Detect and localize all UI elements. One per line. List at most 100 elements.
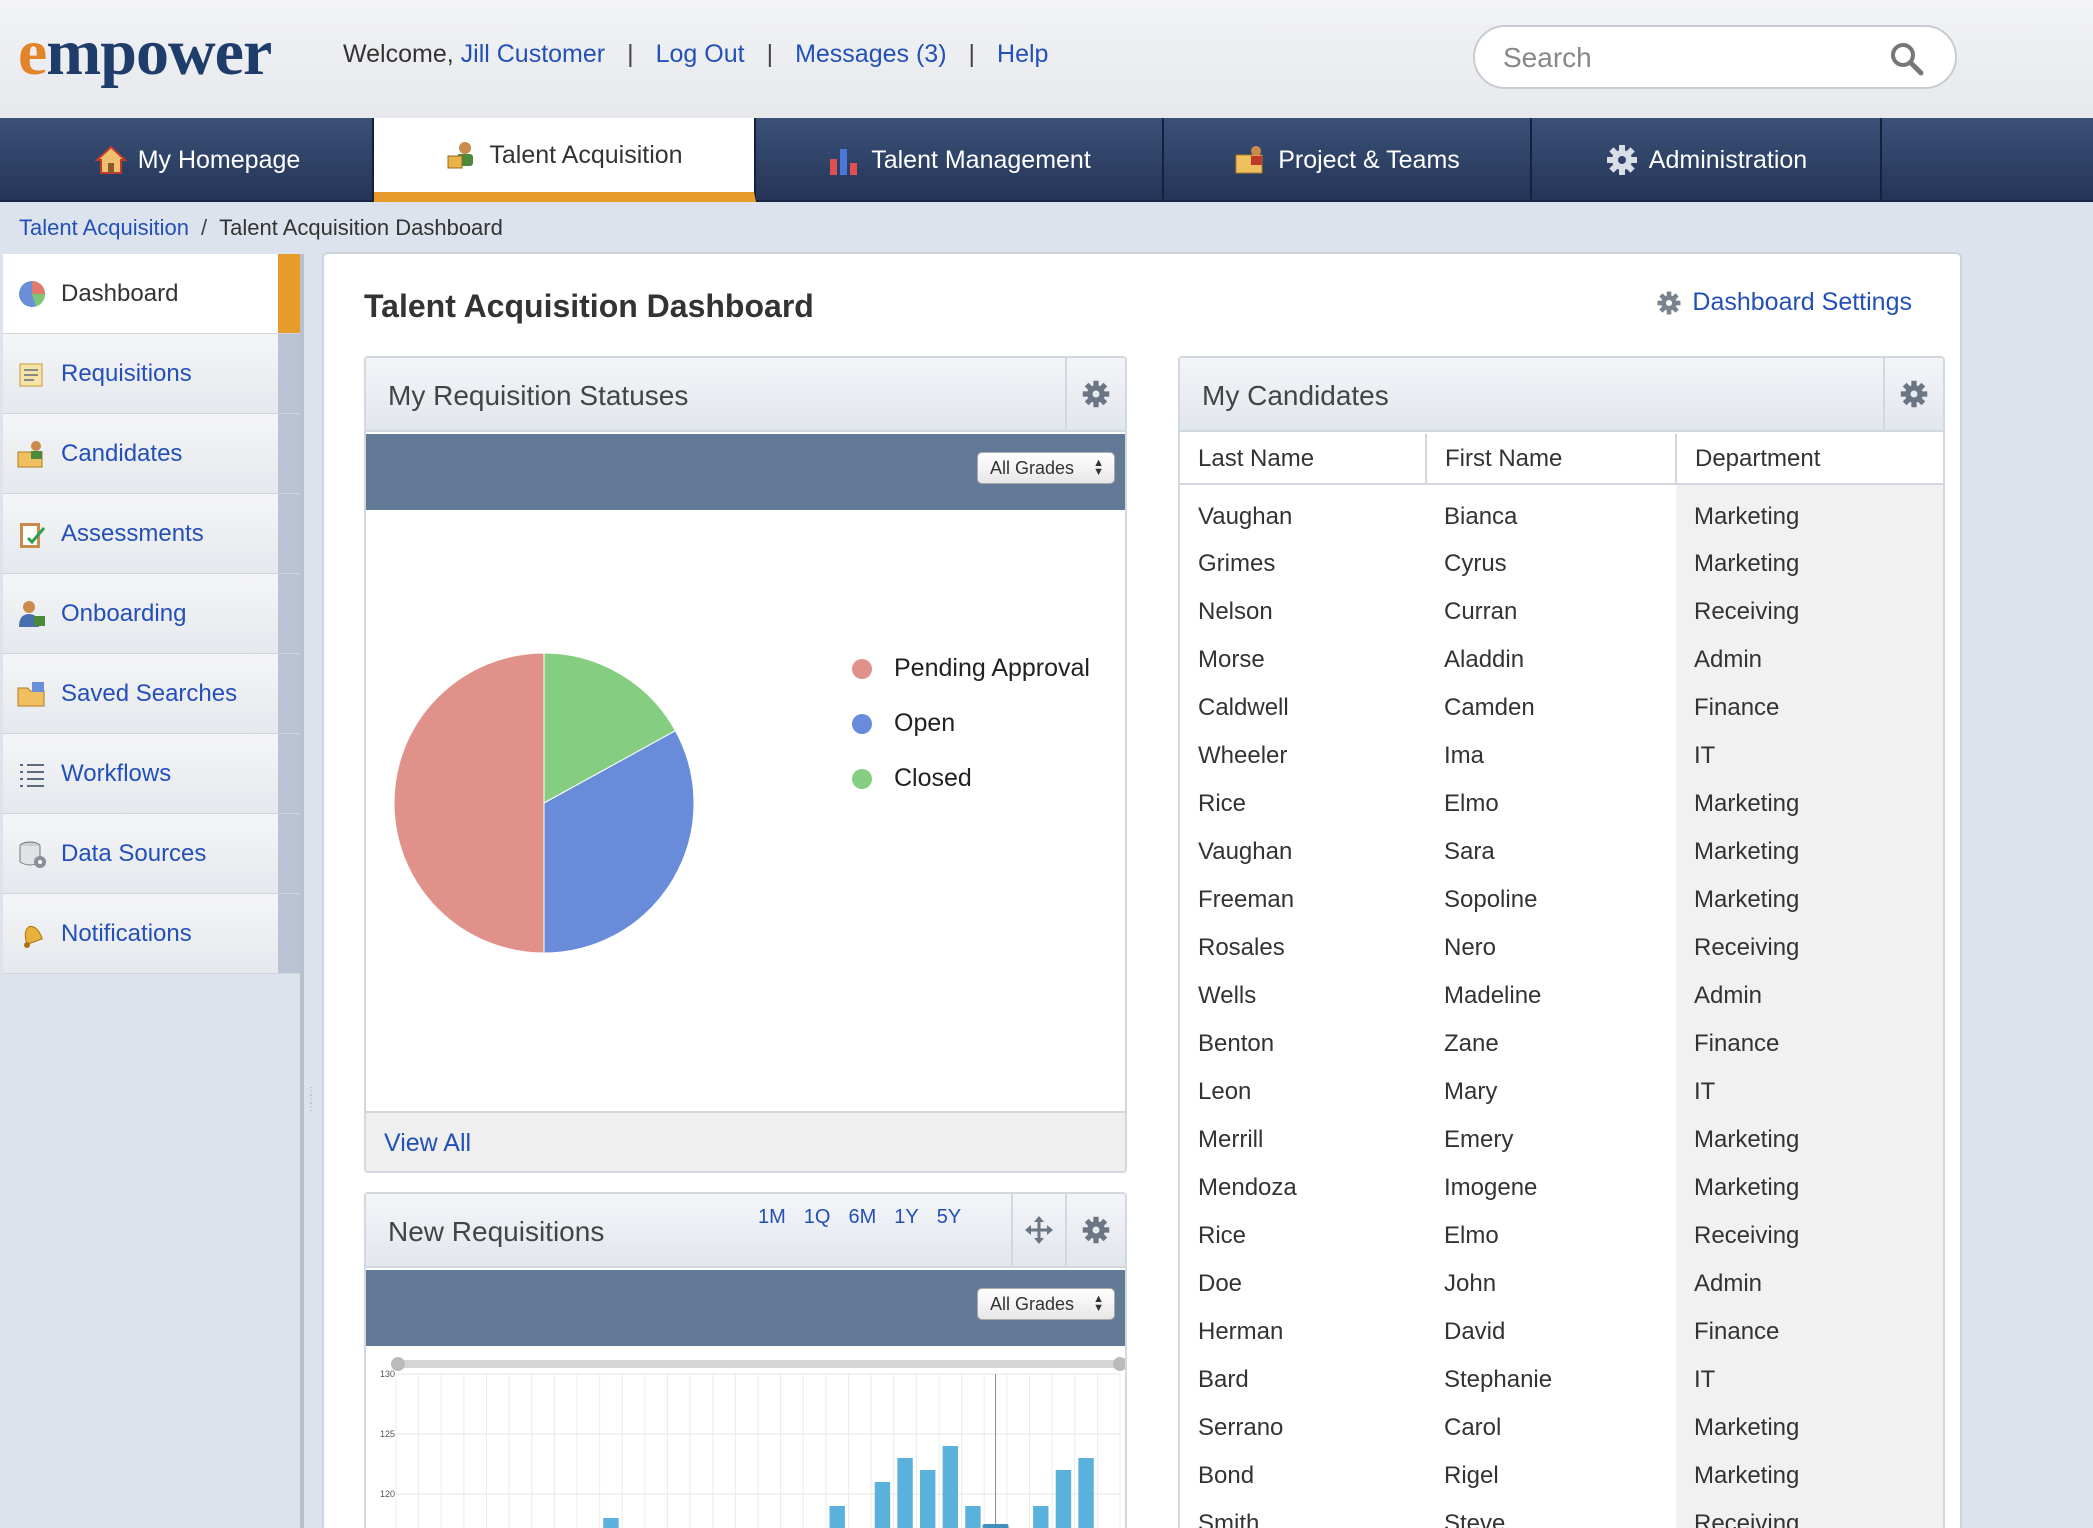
pie-slice-pending-approval[interactable] xyxy=(393,652,545,954)
bar[interactable] xyxy=(603,1518,619,1528)
select-arrows-icon: ▲ ▼ xyxy=(1093,457,1104,478)
cell-first-name: Sara xyxy=(1444,838,1495,865)
bell-icon xyxy=(24,925,43,948)
pie-chart-icon xyxy=(19,281,46,307)
sidebar-item-requisitions[interactable]: Requisitions xyxy=(3,334,300,414)
column-header-department[interactable]: Department xyxy=(1676,434,1943,485)
search-icon[interactable] xyxy=(1889,41,1925,77)
move-icon xyxy=(1025,1216,1053,1244)
folder-search-icon xyxy=(17,682,45,707)
range-handle-left[interactable] xyxy=(391,1357,405,1371)
table-row[interactable]: Leon Mary IT xyxy=(1180,1068,1943,1116)
table-row[interactable]: Serrano Carol Marketing xyxy=(1180,1404,1943,1452)
table-row[interactable]: Morse Aladdin Admin xyxy=(1180,636,1943,684)
tab-my-homepage[interactable]: My Homepage xyxy=(22,118,374,202)
bar[interactable] xyxy=(1055,1470,1072,1528)
top-header: empower Welcome, Jill Customer | Log Out… xyxy=(0,0,2093,118)
pie-slice-closed[interactable] xyxy=(543,652,677,804)
column-header-first-name[interactable]: First Name xyxy=(1426,434,1677,485)
tab-administration[interactable]: Administration xyxy=(1532,118,1882,202)
bar[interactable] xyxy=(874,1482,891,1528)
grade-filter-value: All Grades xyxy=(990,457,1075,478)
sidebar-item-assessments[interactable]: Assessments xyxy=(3,494,300,574)
search-input[interactable] xyxy=(1503,41,1883,75)
user-name-link[interactable]: Jill Customer xyxy=(460,40,606,68)
sidebar-resize-handle[interactable]: ⋮ ⋮ ⋮ xyxy=(306,1086,316,1113)
y-tick-label: 130 xyxy=(380,1369,395,1379)
dashboard-settings-link[interactable]: Dashboard Settings xyxy=(1656,288,1912,317)
breadcrumb: Talent Acquisition / Talent Acquisition Da… xyxy=(19,215,503,241)
widget-settings-button[interactable] xyxy=(1883,358,1943,430)
legend-item[interactable]: Pending Approval xyxy=(852,654,1090,683)
sidebar-item-notifications[interactable]: Notifications xyxy=(3,894,300,974)
table-row[interactable]: Freeman Sopoline Marketing xyxy=(1180,876,1943,924)
messages-link[interactable]: Messages (3) xyxy=(795,40,947,68)
range-navigator-track[interactable] xyxy=(396,1360,1122,1368)
breadcrumb-parent-link[interactable]: Talent Acquisition xyxy=(19,215,189,240)
sidebar-item-onboarding[interactable]: Onboarding xyxy=(3,574,300,654)
empower-logo[interactable]: empower xyxy=(18,18,272,88)
bar[interactable] xyxy=(919,1470,936,1528)
separator: | xyxy=(766,40,774,68)
table-row[interactable]: Bard Stephanie IT xyxy=(1180,1356,1943,1404)
legend-item[interactable]: Closed xyxy=(852,764,972,793)
grade-filter-select[interactable]: All Grades ▲ ▼ xyxy=(977,452,1115,484)
table-row[interactable]: Caldwell Camden Finance xyxy=(1180,684,1943,732)
table-row[interactable]: Bond Rigel Marketing xyxy=(1180,1452,1943,1500)
sidebar-item-dashboard[interactable]: Dashboard xyxy=(3,254,300,334)
bar[interactable] xyxy=(897,1458,913,1528)
range-1m-button[interactable]: 1M xyxy=(758,1206,786,1228)
sidebar-item-candidates[interactable]: Candidates xyxy=(3,414,300,494)
table-row[interactable]: Herman David Finance xyxy=(1180,1308,1943,1356)
view-all-link[interactable]: View All xyxy=(384,1129,472,1157)
widget-settings-button[interactable] xyxy=(1065,1194,1125,1266)
table-row[interactable]: Rosales Nero Receiving xyxy=(1180,924,1943,972)
table-row[interactable]: Mendoza Imogene Marketing xyxy=(1180,1164,1943,1212)
table-row[interactable]: Grimes Cyrus Marketing xyxy=(1180,540,1943,588)
sidebar-divider xyxy=(300,254,304,1528)
range-1y-button[interactable]: 1Y xyxy=(894,1206,919,1228)
tab-talent-acquisition[interactable]: Talent Acquisition xyxy=(374,118,756,202)
select-arrows-icon: ▲ ▼ xyxy=(1093,1293,1104,1314)
bar[interactable] xyxy=(942,1446,959,1528)
cell-last-name: Wheeler xyxy=(1198,742,1288,769)
gear-icon xyxy=(1606,145,1637,175)
table-row[interactable]: Rice Elmo Marketing xyxy=(1180,780,1943,828)
table-row[interactable]: Vaughan Bianca Marketing xyxy=(1180,484,1943,540)
cell-last-name: Vaughan xyxy=(1198,838,1293,865)
table-row[interactable]: Merrill Emery Marketing xyxy=(1180,1116,1943,1164)
tab-project-teams[interactable]: Project & Teams xyxy=(1164,118,1532,202)
sidebar-item-data-sources[interactable]: Data Sources xyxy=(3,814,300,894)
table-row[interactable]: Doe John Admin xyxy=(1180,1260,1943,1308)
widget-settings-button[interactable] xyxy=(1065,358,1125,430)
cell-first-name: Rigel xyxy=(1444,1462,1499,1489)
sidebar-item-saved-searches[interactable]: Saved Searches xyxy=(3,654,300,734)
range-5y-button[interactable]: 5Y xyxy=(936,1206,962,1228)
tab-label: Administration xyxy=(1648,145,1808,174)
table-row[interactable]: Vaughan Sara Marketing xyxy=(1180,828,1943,876)
tab-talent-management[interactable]: Talent Management xyxy=(756,118,1164,202)
legend-item[interactable]: Open xyxy=(852,709,955,738)
sidebar-item-workflows[interactable]: Workflows xyxy=(3,734,300,814)
table-row[interactable]: Benton Zane Finance xyxy=(1180,1020,1943,1068)
logout-link[interactable]: Log Out xyxy=(655,40,745,68)
range-6m-button[interactable]: 6M xyxy=(848,1206,877,1228)
pie-slice-open[interactable] xyxy=(543,730,695,954)
column-header-last-name[interactable]: Last Name xyxy=(1180,434,1427,485)
bar[interactable] xyxy=(965,1506,981,1528)
table-row[interactable]: Wheeler Ima IT xyxy=(1180,732,1943,780)
cell-first-name: Ima xyxy=(1444,742,1485,769)
table-row[interactable]: Rice Elmo Receiving xyxy=(1180,1212,1943,1260)
help-link[interactable]: Help xyxy=(997,40,1049,68)
breadcrumb-separator: / xyxy=(201,215,208,240)
table-row[interactable]: Wells Madeline Admin xyxy=(1180,972,1943,1020)
bar[interactable] xyxy=(1033,1506,1049,1528)
table-row[interactable]: Smith Steve Receiving xyxy=(1180,1500,1943,1528)
bar[interactable] xyxy=(829,1506,845,1528)
bar[interactable] xyxy=(1078,1458,1094,1528)
table-row[interactable]: Nelson Curran Receiving xyxy=(1180,588,1943,636)
grade-filter-select[interactable]: All Grades ▲ ▼ xyxy=(977,1288,1115,1320)
widget-move-handle[interactable] xyxy=(1011,1194,1065,1266)
range-1q-button[interactable]: 1Q xyxy=(803,1206,831,1228)
range-handle-right[interactable] xyxy=(1113,1357,1125,1371)
